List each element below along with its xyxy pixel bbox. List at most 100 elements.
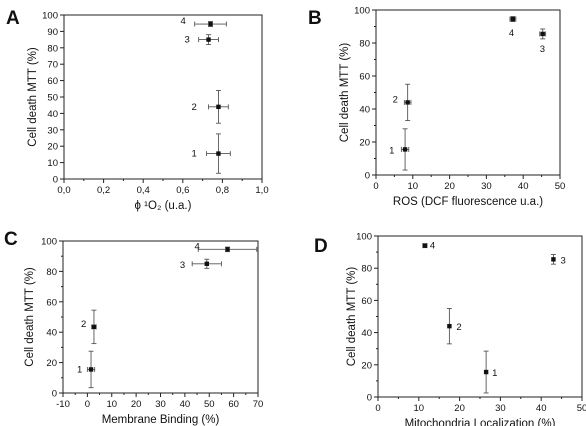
- panel-a: A 0,0 0,2 0,4 0,6 0,8 1,0 0 10 20 30 40 50 60 70 80 90 10…: [6, 8, 269, 212]
- y-tick-label: 40: [361, 328, 372, 339]
- y-tick-label: 20: [361, 360, 372, 371]
- y-tick-label: 0: [52, 389, 57, 400]
- y-tick-label: 100: [41, 237, 57, 248]
- point-label: 2: [191, 102, 196, 113]
- data-marker: [447, 323, 452, 329]
- panel-c: C-10 0 10 20 30 40 50 60 70020406080100Membrane …: [4, 229, 263, 426]
- data-marker: [510, 16, 516, 22]
- data-marker: [216, 151, 221, 156]
- y-tick-label: 60: [361, 296, 372, 307]
- y-tick-label: 80: [359, 39, 370, 50]
- y-tick-label: 40: [47, 109, 58, 120]
- x-tick-label: 0: [375, 403, 380, 414]
- x-tick-label: 0: [373, 181, 378, 192]
- x-tick-label: 30: [481, 181, 492, 192]
- y-tick-label: 80: [47, 43, 58, 54]
- panel-b: B 0 10 20 30 40 50 0 20 40 60 80 100 ROS (DCF fluores…: [308, 6, 565, 209]
- data-point-2: 2: [81, 309, 97, 345]
- x-tick-label: 0,0: [57, 185, 70, 196]
- data-point-4: 4: [181, 16, 227, 27]
- point-label: 2: [81, 319, 86, 330]
- x-tick-label: 30: [495, 403, 506, 414]
- panel-letter: C: [4, 229, 18, 250]
- x-tick-label: 20: [444, 181, 455, 192]
- data-point-1: 1: [389, 128, 410, 171]
- y-tick-label: 70: [47, 60, 58, 71]
- data-marker: [204, 261, 210, 266]
- data-point-2: 2: [446, 308, 462, 345]
- data-marker: [405, 100, 410, 105]
- data-marker: [551, 257, 556, 262]
- x-tick-label: 10: [414, 403, 425, 414]
- x-tick-label: 50: [577, 403, 586, 414]
- y-tick-label: 100: [42, 11, 58, 22]
- y-tick-label: 10: [47, 158, 58, 169]
- x-tick-label: 40: [180, 399, 191, 410]
- data-marker: [422, 243, 428, 248]
- data-point-3: 3: [180, 258, 222, 271]
- x-tick-label: 10: [408, 181, 419, 192]
- x-tick-label: 50: [204, 399, 215, 410]
- x-tick-label: 20: [454, 403, 465, 414]
- data-marker: [88, 367, 94, 372]
- y-tick-label: 80: [361, 264, 372, 275]
- y-tick-label: 30: [47, 125, 58, 136]
- x-tick-label: 0: [85, 399, 90, 410]
- data-point-3: 3: [539, 28, 547, 55]
- x-tick-label: 50: [555, 181, 566, 192]
- y-axis-label: Cell death MTT (%): [346, 267, 358, 367]
- y-tick-label: 100: [356, 232, 372, 243]
- data-marker: [206, 37, 211, 42]
- point-label: 4: [181, 16, 186, 27]
- y-tick-label: 20: [46, 358, 57, 369]
- y-axis-label: Cell death MTT (%): [27, 47, 39, 147]
- point-label: 3: [540, 44, 545, 55]
- point-label: 3: [185, 35, 190, 46]
- data-point-4: 4: [195, 241, 258, 252]
- data-marker: [540, 31, 545, 37]
- y-tick-label: 40: [46, 328, 57, 339]
- x-tick-label: 70: [253, 399, 264, 410]
- x-tick-label: 0,6: [176, 185, 189, 196]
- x-tick-label: 20: [131, 399, 142, 410]
- x-tick-label: 60: [228, 399, 239, 410]
- y-tick-label: 0: [367, 393, 372, 404]
- y-tick-label: 80: [46, 267, 57, 278]
- x-tick-label: 40: [536, 403, 547, 414]
- x-axis-label: ϕ ¹O₂ (u.a.): [135, 200, 192, 212]
- y-axis-label: Cell death MTT (%): [24, 267, 36, 367]
- data-point-4: 4: [422, 241, 435, 252]
- y-tick-label: 100: [354, 6, 370, 17]
- x-tick-label: 30: [155, 399, 166, 410]
- x-axis-label: Membrane Binding (%): [102, 414, 220, 426]
- y-tick-label: 0: [53, 175, 58, 186]
- x-axis-label: Mitochondria Localization (%): [405, 418, 556, 426]
- y-tick-label: 60: [46, 297, 57, 308]
- data-point-2: 2: [191, 89, 229, 124]
- data-marker: [208, 21, 213, 27]
- x-axis-label: ROS (DCF fluorescence u.a.): [393, 196, 543, 208]
- y-tick-label: 60: [359, 72, 370, 83]
- data-marker: [483, 369, 489, 375]
- y-tick-label: 0: [365, 171, 370, 182]
- data-point-2: 2: [393, 83, 412, 122]
- panel-letter: A: [6, 8, 20, 29]
- panel-letter: D: [314, 236, 328, 257]
- x-tick-label: 40: [518, 181, 529, 192]
- y-tick-label: 50: [47, 93, 58, 104]
- y-axis-label: Cell death MTT (%): [339, 43, 351, 143]
- point-label: 4: [509, 28, 514, 39]
- data-point-1: 1: [483, 350, 497, 394]
- data-point-1: 1: [77, 350, 96, 389]
- y-tick-label: 60: [47, 76, 58, 87]
- point-label: 3: [180, 260, 185, 271]
- point-label: 1: [77, 364, 82, 375]
- x-tick-label: 0,4: [137, 185, 150, 196]
- data-marker: [225, 247, 230, 252]
- point-label: 4: [430, 241, 435, 252]
- x-tick-label: 0,8: [216, 185, 229, 196]
- point-label: 4: [195, 241, 200, 252]
- y-tick-label: 90: [47, 27, 58, 38]
- data-point-1: 1: [191, 133, 231, 174]
